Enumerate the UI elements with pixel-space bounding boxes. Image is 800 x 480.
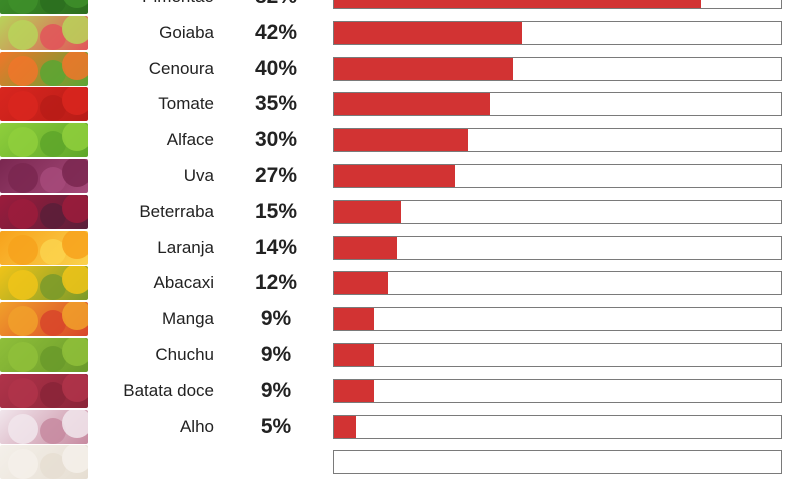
garlic-icon <box>0 409 88 444</box>
chayote-icon <box>0 338 88 372</box>
category-label: Tomate <box>158 94 214 114</box>
bar-track <box>333 56 782 81</box>
value-label: 9% <box>260 307 292 331</box>
mango-icon <box>0 302 88 337</box>
tomato-icon <box>0 87 88 122</box>
chart-row: Alface 30% <box>0 122 800 158</box>
value-label: 27% <box>254 164 298 187</box>
bar-track <box>333 343 782 367</box>
bar <box>334 0 701 8</box>
category-label: Laranja <box>157 237 214 257</box>
chart-row: Alho 5% <box>0 409 800 445</box>
category-label: Batata doce <box>123 380 214 400</box>
category-label: Chuchu <box>155 345 214 364</box>
category-label: Alface <box>166 130 214 150</box>
value-label: 42% <box>254 20 298 44</box>
category-label: Abacaxi <box>153 273 214 293</box>
bar <box>334 57 513 80</box>
chart-row: Manga 9% <box>0 301 800 337</box>
value-label: 30% <box>254 128 298 152</box>
chart-row: Tomate 35% <box>0 86 800 122</box>
carrot-icon <box>0 51 88 86</box>
sweet-potato-icon <box>0 373 88 408</box>
value-label: 35% <box>254 92 298 116</box>
value-label: 40% <box>254 56 298 80</box>
bar <box>334 93 491 116</box>
pineapple-icon <box>0 266 88 301</box>
chart-row: Laranja 14% <box>0 230 800 266</box>
category-label: Cenoura <box>148 58 214 78</box>
bar <box>334 129 469 152</box>
grape-icon <box>0 159 88 193</box>
bar <box>334 272 388 295</box>
lettuce-icon <box>0 123 88 158</box>
bar <box>334 236 397 259</box>
bar-track <box>333 450 782 475</box>
onion-icon <box>0 445 88 480</box>
value-label: 15% <box>254 199 298 223</box>
beet-icon <box>0 194 88 229</box>
bar-track <box>333 307 782 332</box>
chart-row: Chuchu 9% <box>0 337 800 373</box>
category-label: Uva <box>183 166 214 185</box>
value-label: 9% <box>260 343 292 366</box>
bar-track <box>333 0 782 9</box>
bar-track <box>333 92 782 117</box>
orange-icon <box>0 230 88 265</box>
bar <box>334 415 357 438</box>
category-label: Alho <box>179 416 214 436</box>
bar-track <box>333 414 782 439</box>
value-label: 12% <box>254 271 298 295</box>
category-label: Beterraba <box>139 201 214 221</box>
bar <box>334 21 522 44</box>
category-label: Manga <box>162 309 214 329</box>
bar <box>334 165 455 187</box>
chart-row: Batata doce 9% <box>0 373 800 409</box>
chart-row: Beterraba 15% <box>0 194 800 230</box>
bar-track <box>333 20 782 45</box>
bar-track <box>333 378 782 403</box>
value-label: 5% <box>260 414 292 438</box>
chart-row: Pimentão 82% <box>0 0 800 15</box>
bar <box>334 200 402 223</box>
bar-track <box>333 271 782 296</box>
category-label: Pimentão <box>142 0 214 15</box>
bar-track <box>333 235 782 260</box>
chart-row: Cenoura 40% <box>0 51 800 87</box>
bar-track <box>333 128 782 153</box>
bar-track <box>333 164 782 188</box>
value-label: 14% <box>254 235 298 259</box>
guava-icon <box>0 15 88 50</box>
chart-row: Abacaxi 12% <box>0 265 800 301</box>
bell-pepper-icon <box>0 0 88 14</box>
chart-row: Goiaba 42% <box>0 15 800 51</box>
value-label: 82% <box>236 0 316 15</box>
bar <box>334 308 375 331</box>
chart-row: Uva 27% <box>0 158 800 194</box>
category-label: Goiaba <box>159 22 214 42</box>
value-label: 9% <box>260 378 292 402</box>
bar <box>334 344 375 366</box>
bar <box>334 379 375 402</box>
bar-track <box>333 199 782 224</box>
